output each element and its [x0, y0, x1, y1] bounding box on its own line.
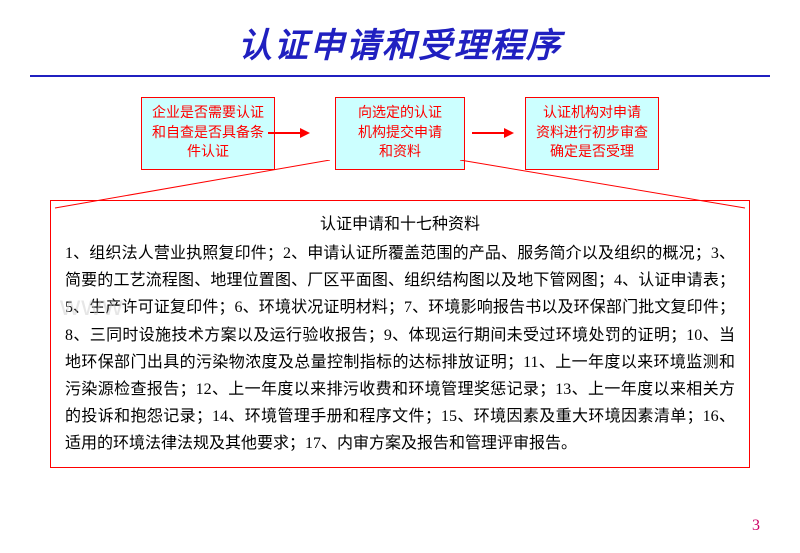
arrow-icon: [472, 132, 512, 134]
detail-body: 1、组织法人营业执照复印件；2、申请认证所覆盖范围的产品、服务简介以及组织的概况…: [65, 240, 735, 458]
page-number: 3: [752, 517, 760, 535]
flow-box-2: 向选定的认证机构提交申请和资料: [335, 97, 465, 170]
flow-box-3: 认证机构对申请资料进行初步审查确定是否受理: [525, 97, 659, 170]
flow-row: 企业是否需要认证和自查是否具备条件认证 向选定的认证机构提交申请和资料 认证机构…: [0, 97, 800, 170]
page-title: 认证申请和受理程序: [0, 0, 800, 67]
flow-box-1: 企业是否需要认证和自查是否具备条件认证: [141, 97, 275, 170]
title-underline: [30, 75, 770, 77]
arrow-icon: [268, 132, 308, 134]
detail-box: 认证申请和十七种资料 1、组织法人营业执照复印件；2、申请认证所覆盖范围的产品、…: [50, 200, 750, 469]
detail-heading: 认证申请和十七种资料: [65, 211, 735, 238]
